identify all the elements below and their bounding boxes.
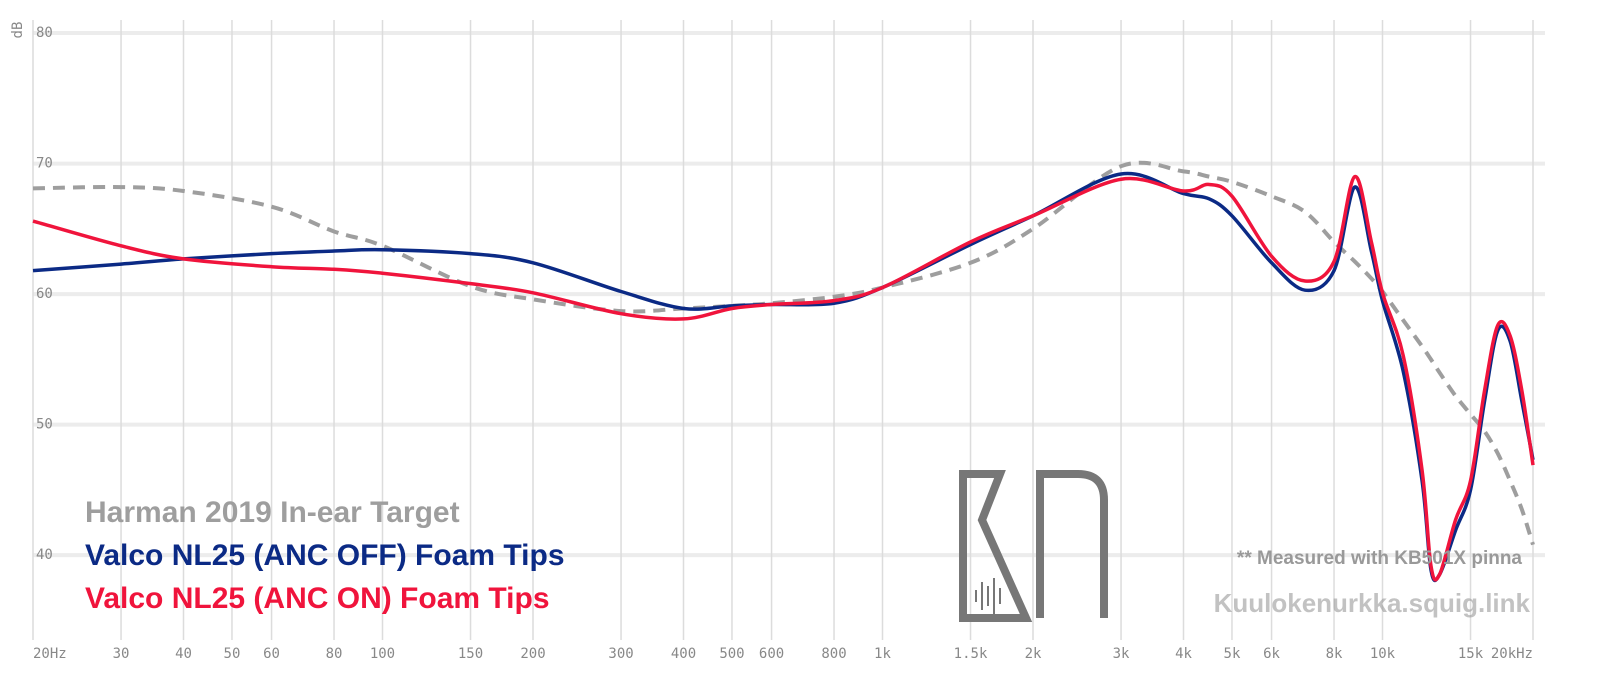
x-tick-label: 600 <box>759 646 784 662</box>
x-tick-label: 10k <box>1370 646 1396 662</box>
plot-area <box>32 160 1535 583</box>
x-tick-label: 300 <box>608 646 633 662</box>
x-tick-label: 15k <box>1458 646 1484 662</box>
legend-entry: Harman 2019 In-ear Target <box>85 496 460 529</box>
y-tick-label: 40 <box>36 547 53 563</box>
x-tick-label: 8k <box>1326 646 1343 662</box>
x-tick-label: 5k <box>1224 646 1241 662</box>
legend: Harman 2019 In-ear Target Valco NL25 (ANC… <box>85 496 565 615</box>
watermark: Kuulokenurkka.squig.link <box>1214 588 1531 618</box>
x-tick-label: 20Hz <box>33 646 67 662</box>
grid: 40 50 60 70 80 20Hz 30 40 50 60 80 100 150 200 300 400 5… <box>32 20 1545 662</box>
x-tick-label: 500 <box>719 646 744 662</box>
y-tick-label: 70 <box>36 156 53 172</box>
legend-entry: Valco NL25 (ANC OFF) Foam Tips <box>85 539 565 572</box>
x-tick-label: 2k <box>1025 646 1042 662</box>
y-tick-label: 60 <box>36 286 53 302</box>
x-tick-label: 150 <box>458 646 483 662</box>
x-tick-label: 1k <box>874 646 891 662</box>
x-tick-label: 100 <box>370 646 395 662</box>
y-tick-label: 80 <box>36 25 53 41</box>
series-line <box>32 171 1535 583</box>
annotation: ** Measured with KB501X pinna <box>1237 548 1523 569</box>
series-line <box>32 160 1535 546</box>
x-tick-label: 3k <box>1113 646 1130 662</box>
legend-entry: Valco NL25 (ANC ON) Foam Tips <box>85 582 550 615</box>
x-tick-label: 400 <box>671 646 696 662</box>
y-axis-label: dB <box>10 22 26 39</box>
y-tick-label: 50 <box>36 417 53 433</box>
x-tick-label: 800 <box>821 646 846 662</box>
series-line <box>32 174 1535 582</box>
logo <box>959 470 1108 622</box>
x-tick-label: 80 <box>326 646 343 662</box>
x-tick-label: 20kHz <box>1491 646 1533 662</box>
x-tick-label: 200 <box>520 646 545 662</box>
x-tick-label: 50 <box>224 646 241 662</box>
x-tick-label: 30 <box>113 646 130 662</box>
x-tick-label: 4k <box>1175 646 1192 662</box>
x-tick-label: 40 <box>175 646 192 662</box>
x-tick-label: 60 <box>263 646 280 662</box>
x-tick-label: 1.5k <box>954 646 988 662</box>
x-tick-label: 6k <box>1263 646 1280 662</box>
